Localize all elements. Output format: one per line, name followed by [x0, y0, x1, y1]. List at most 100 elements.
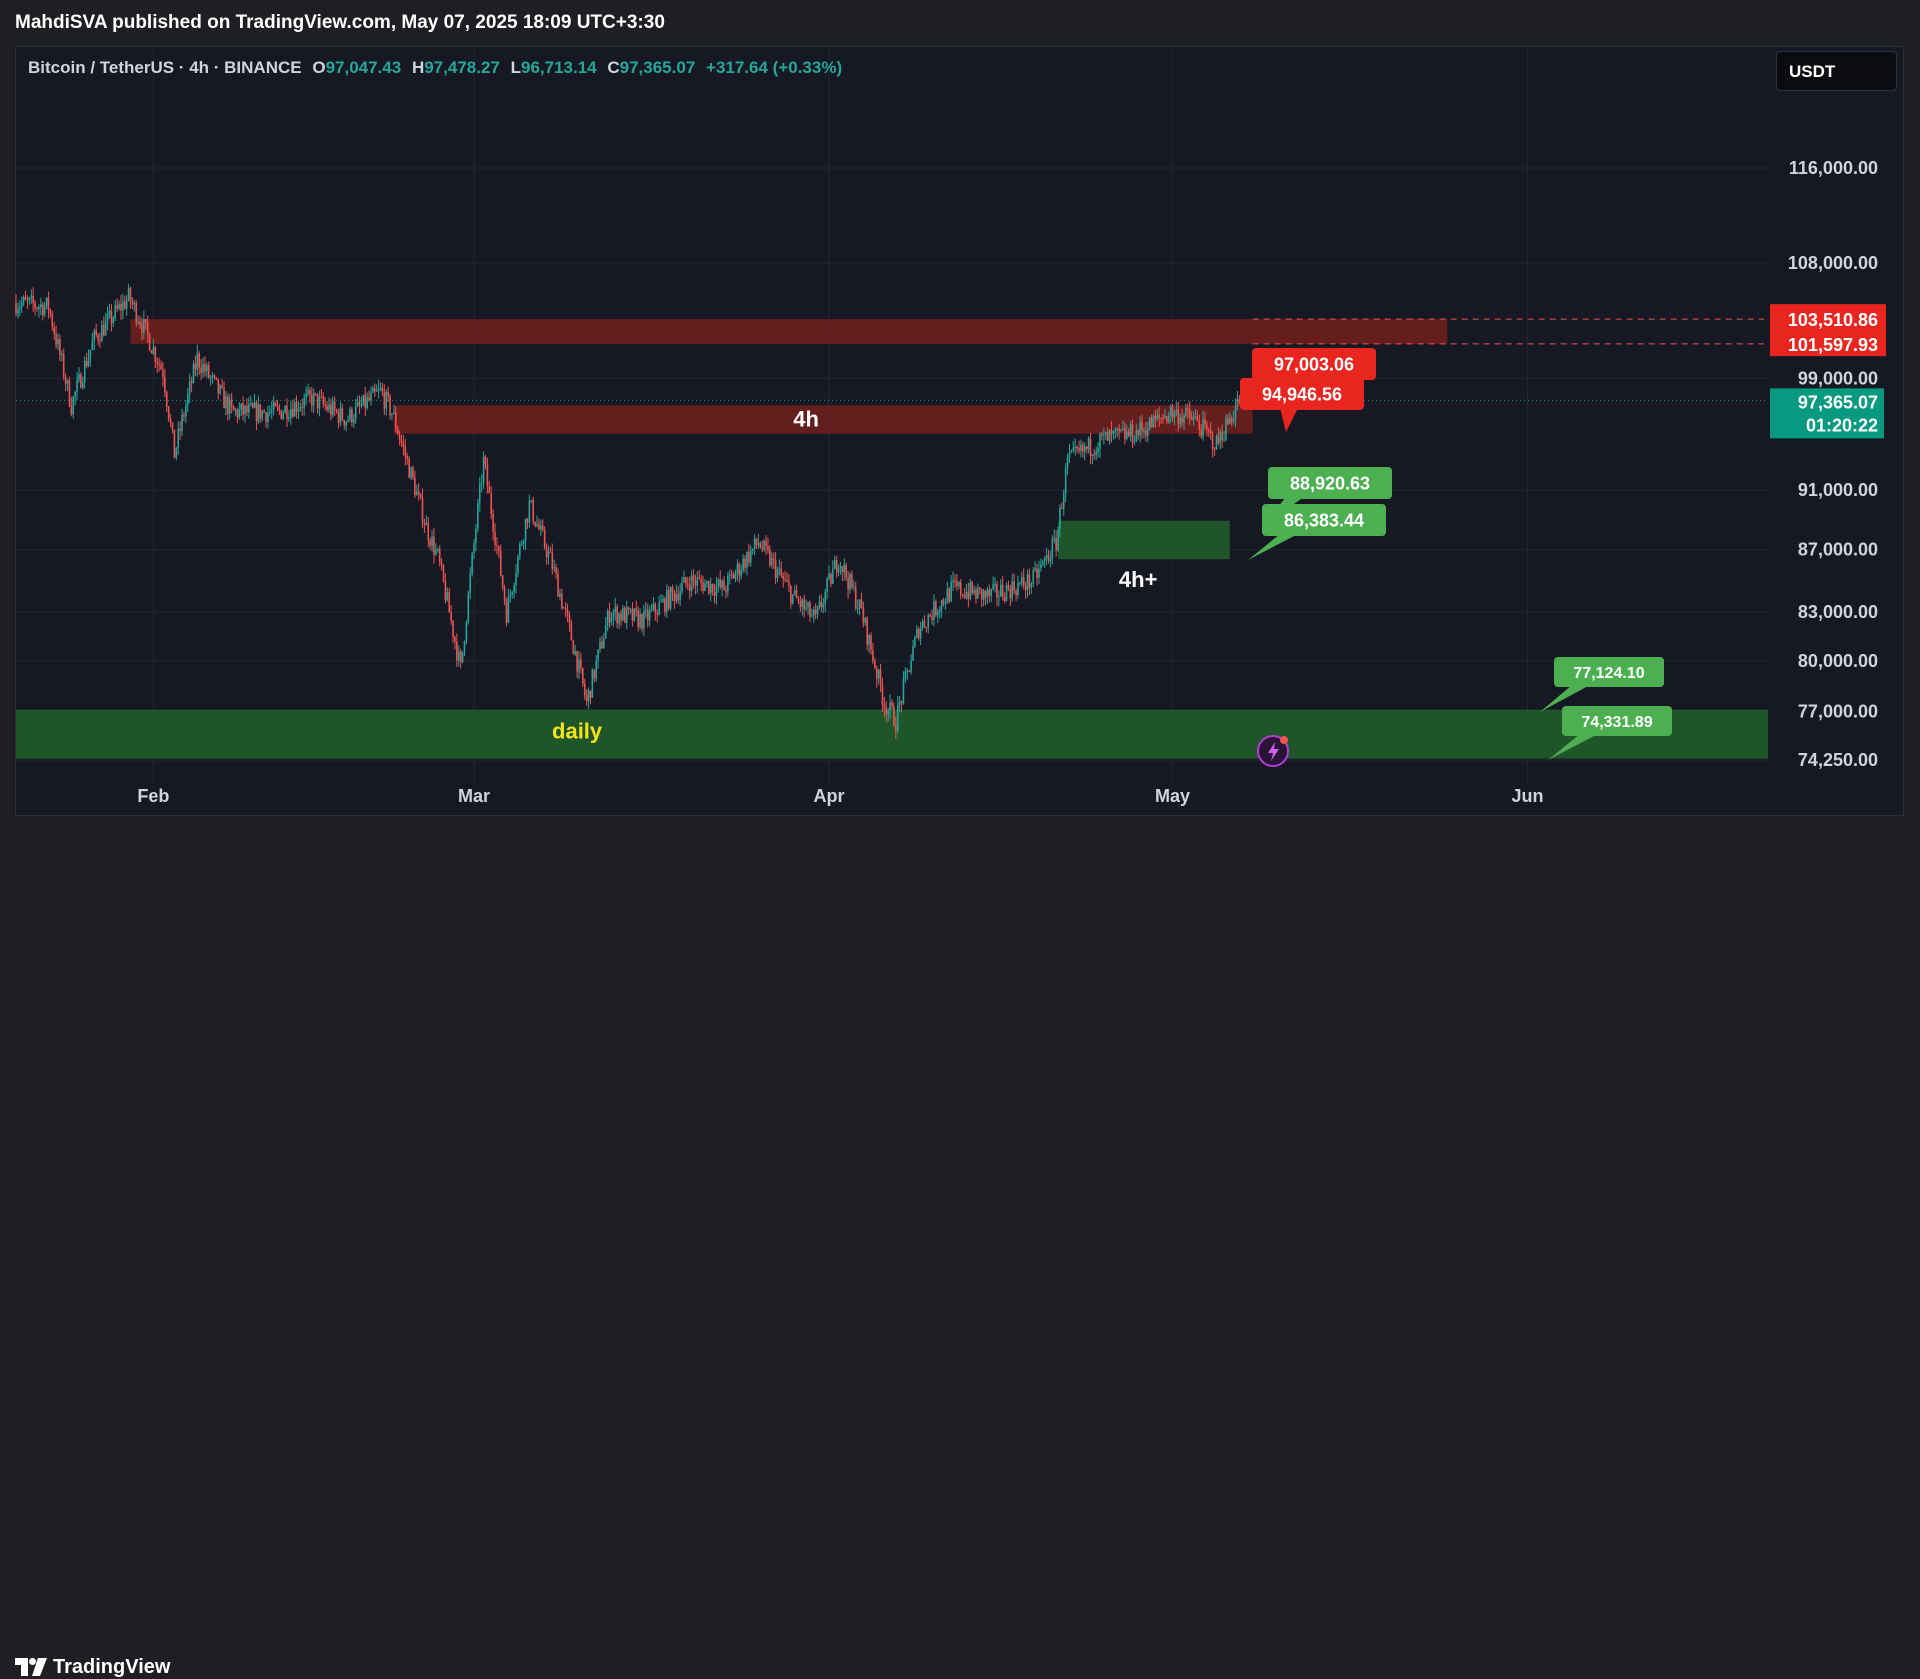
candle	[190, 376, 193, 392]
candle-body	[748, 551, 750, 563]
candle	[465, 620, 468, 645]
candle-body	[209, 377, 212, 379]
candle-body	[1101, 433, 1103, 436]
candle	[1118, 424, 1120, 440]
candle	[904, 667, 907, 684]
candle	[1003, 592, 1006, 604]
candle-body	[763, 540, 765, 550]
candle-body	[198, 353, 201, 368]
price-chart[interactable]: 4h 4h+ daily 97,003.06 94,946.56 88,920.63 86,…	[0, 0, 1920, 874]
candle	[387, 386, 389, 402]
candle-body	[721, 580, 723, 588]
candle-body	[133, 302, 136, 305]
candle-body	[364, 394, 367, 408]
candle	[66, 379, 69, 392]
candle	[95, 323, 97, 338]
candle	[278, 403, 281, 416]
candle	[681, 576, 683, 595]
candle	[53, 322, 55, 340]
candle-body	[889, 702, 891, 711]
candle	[585, 689, 588, 706]
candle-body	[404, 446, 407, 457]
candle	[251, 402, 254, 409]
candle-body	[259, 404, 262, 419]
candle	[530, 499, 533, 504]
candle-body	[372, 388, 374, 393]
callout-tail	[1548, 734, 1598, 760]
candle	[1156, 408, 1159, 422]
candle	[1120, 428, 1122, 433]
candle	[898, 695, 901, 713]
candle	[129, 286, 132, 309]
candle	[1036, 564, 1038, 586]
candle-body	[1024, 586, 1027, 590]
candle-body	[1162, 418, 1164, 420]
candle	[534, 521, 536, 528]
candle	[1062, 489, 1065, 516]
candle-body	[715, 585, 718, 596]
candle-body	[1209, 430, 1212, 434]
candle	[446, 587, 449, 602]
candle-body	[791, 594, 794, 604]
candle	[923, 615, 926, 628]
candle-body	[520, 543, 523, 545]
candle	[1167, 411, 1170, 424]
brand-name: TradingView	[53, 1655, 171, 1678]
candle-body	[194, 363, 197, 370]
price-callouts: 97,003.06 94,946.56 88,920.63 86,383.44 77,1…	[1232, 348, 1672, 760]
candle-body	[448, 592, 451, 613]
candle-body	[732, 574, 735, 579]
candle	[944, 597, 947, 610]
candle-body	[1171, 406, 1174, 418]
candle-body	[15, 302, 17, 314]
candle-body	[671, 587, 674, 593]
candle-body	[627, 607, 630, 610]
candle	[293, 398, 296, 417]
candle-body	[690, 575, 693, 591]
candle	[150, 349, 153, 354]
candle	[740, 564, 743, 580]
candle-body	[965, 591, 968, 598]
currency-button[interactable]: USDT	[1776, 51, 1897, 91]
candle	[398, 430, 401, 446]
candle-body	[1007, 585, 1010, 589]
candle	[123, 295, 126, 310]
tradingview-logo[interactable]: TradingView	[15, 1655, 170, 1679]
candle-body	[1164, 416, 1166, 419]
candle	[1026, 569, 1029, 598]
candle	[965, 583, 968, 600]
candle-body	[1114, 429, 1117, 432]
candle-body	[238, 409, 241, 418]
symbol-name[interactable]: Bitcoin / TetherUS · 4h · BINANCE	[28, 58, 302, 77]
y-axis: 116,000.00 108,000.00 99,000.00 91,000.00 87…	[1788, 158, 1878, 770]
candle-body	[545, 547, 548, 558]
candle-body	[345, 421, 347, 426]
axis-marker-label: 101,597.93	[1788, 335, 1878, 355]
candle-body	[494, 531, 496, 545]
candle	[463, 640, 466, 657]
candle	[64, 373, 67, 391]
axis-marker-label: 103,510.86	[1788, 310, 1878, 330]
candle-body	[1167, 416, 1170, 422]
current-price-box: 97,365.07 01:20:22	[1770, 388, 1884, 439]
candle	[658, 595, 660, 616]
candle	[1093, 449, 1096, 460]
y-tick-label: 87,000.00	[1798, 540, 1878, 560]
candle-body	[780, 568, 783, 577]
candle	[675, 584, 678, 604]
candle	[1166, 415, 1168, 425]
candle	[885, 701, 888, 723]
candle-body	[196, 353, 199, 370]
candle	[419, 493, 422, 500]
candle-body	[618, 613, 620, 624]
y-tick-label: 77,000.00	[1798, 702, 1878, 722]
candle	[429, 537, 431, 550]
candle	[43, 302, 46, 318]
callout-text: 86,383.44	[1284, 510, 1364, 530]
candle-body	[202, 364, 204, 373]
candle	[856, 599, 859, 614]
candle	[171, 422, 174, 434]
lightning-bolt	[1268, 742, 1279, 761]
candle	[656, 609, 659, 623]
candle-body	[866, 618, 868, 645]
